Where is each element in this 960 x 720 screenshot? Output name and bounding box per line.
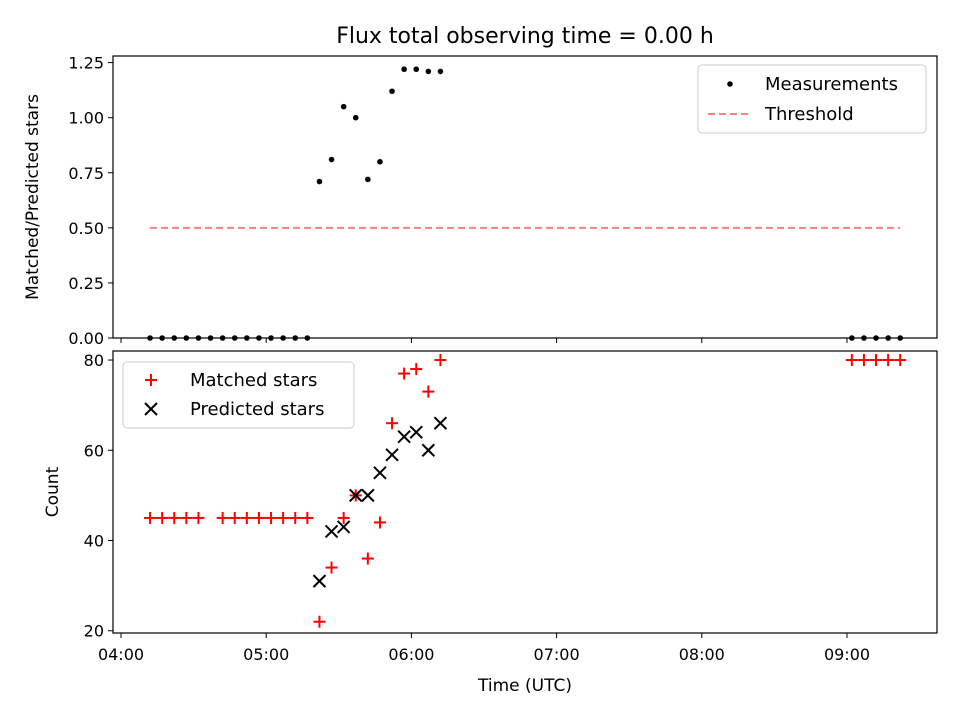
matched-stars-point [301, 511, 314, 524]
x-tick-label: 08:00 [679, 645, 725, 664]
matched-stars-point [168, 511, 181, 524]
matched-stars-point [361, 552, 374, 565]
y-tick-label: 0.75 [68, 164, 104, 183]
measurements-point [365, 176, 371, 183]
matched-stars-point [870, 354, 883, 367]
matched-stars-point [277, 511, 290, 524]
measurements-point [413, 66, 420, 73]
y-tick-label: 80 [84, 351, 104, 370]
plot-area-ratio: 0.00 0.25 0.50 0.75 1.00 1.25 [68, 54, 904, 348]
matched-stars-point [386, 417, 399, 430]
matched-stars-point [398, 367, 411, 380]
measurements-point [340, 103, 347, 110]
predicted-stars-point [385, 448, 399, 462]
matched-stars-point [434, 354, 447, 367]
y-tick-label: 0.50 [68, 219, 104, 238]
panel-counts: Count Time (UTC) 04:00 05:00 06:00 07:00 08:… [43, 350, 938, 696]
legend-marker-measurements [727, 81, 733, 87]
chart-title: Flux total observing time = 0.00 h [336, 24, 714, 49]
plot-area-counts: 04:00 05:00 06:00 07:00 08:00 09:00 20 40 60 80 [84, 351, 907, 664]
x-tick-label: 04:00 [98, 645, 144, 664]
y-tick-label: 20 [84, 622, 104, 641]
matched-stars-point [192, 511, 205, 524]
x-tick-label: 07:00 [534, 645, 580, 664]
predicted-stars-point [433, 416, 448, 430]
measurements-point [425, 68, 432, 75]
y-tick-label: 0.25 [68, 274, 104, 293]
predicted-stars-point [421, 443, 436, 457]
y-tick-label: 0.00 [68, 329, 104, 348]
axes-frame-counts [112, 350, 938, 634]
matched-stars-point [845, 354, 858, 367]
measurements-point [437, 68, 444, 75]
matched-stars-point [265, 511, 278, 524]
matched-stars-point [857, 354, 870, 367]
matched-stars-point [289, 511, 302, 524]
predicted-stars-point [336, 520, 351, 534]
y-axis-label-ratio: Matched/Predicted stars [23, 94, 43, 300]
legend-box-ratio [697, 64, 927, 134]
y-tick-label: 1.00 [68, 109, 104, 128]
legend-label-threshold: Threshold [764, 104, 854, 125]
panel-ratio: Flux total observing time = 0.00 h Match… [23, 24, 938, 348]
legend-counts: Matched stars Predicted stars [122, 361, 355, 429]
y-axis-label-count: Count [43, 466, 63, 517]
legend-label-matched-stars: Matched stars [190, 370, 317, 391]
legend-ratio: Measurements Threshold [697, 64, 927, 134]
y-tick-label: 1.25 [68, 54, 104, 73]
predicted-stars-point [324, 524, 339, 539]
legend-marker-matched-stars [145, 374, 157, 386]
predicted-stars-point [397, 430, 411, 444]
x-tick-label: 06:00 [388, 645, 434, 664]
predicted-stars-point [409, 425, 423, 439]
matched-stars-point [894, 354, 907, 367]
matched-stars-point [313, 615, 326, 628]
measurements-point [389, 88, 395, 95]
axes-frame-ratio [112, 55, 938, 339]
matched-stars-point [228, 511, 241, 524]
matched-stars-point [252, 511, 265, 524]
predicted-stars-point [312, 574, 327, 588]
measurements-point [401, 66, 407, 73]
predicted-stars-point [349, 488, 363, 503]
matched-stars-point [156, 511, 169, 524]
matched-stars-point [180, 511, 193, 524]
predicted-stars-point [373, 466, 387, 480]
matched-stars-point [422, 385, 435, 398]
measurements-point [328, 156, 335, 163]
matched-stars-point [325, 561, 338, 574]
y-tick-label: 40 [84, 532, 104, 551]
measurements-point [377, 158, 383, 165]
legend-label-measurements: Measurements [765, 74, 898, 95]
matched-stars-point [337, 511, 350, 524]
matched-stars-point [240, 511, 253, 524]
measurements-point [316, 178, 323, 185]
predicted-stars-point [361, 488, 375, 503]
y-tick-label: 60 [84, 441, 104, 460]
legend-marker-predicted-stars [144, 402, 158, 416]
matched-stars-point [144, 511, 157, 524]
legend-box-counts [122, 361, 355, 429]
matched-stars-point [216, 511, 229, 524]
measurements-point [352, 114, 359, 121]
matched-stars-point [410, 363, 423, 376]
legend-label-predicted-stars: Predicted stars [190, 399, 324, 420]
matched-stars-point [882, 354, 895, 367]
matched-stars-point [373, 516, 386, 529]
x-axis-label: Time (UTC) [477, 676, 572, 696]
x-tick-label: 09:00 [824, 645, 870, 664]
x-tick-label: 05:00 [243, 645, 289, 664]
